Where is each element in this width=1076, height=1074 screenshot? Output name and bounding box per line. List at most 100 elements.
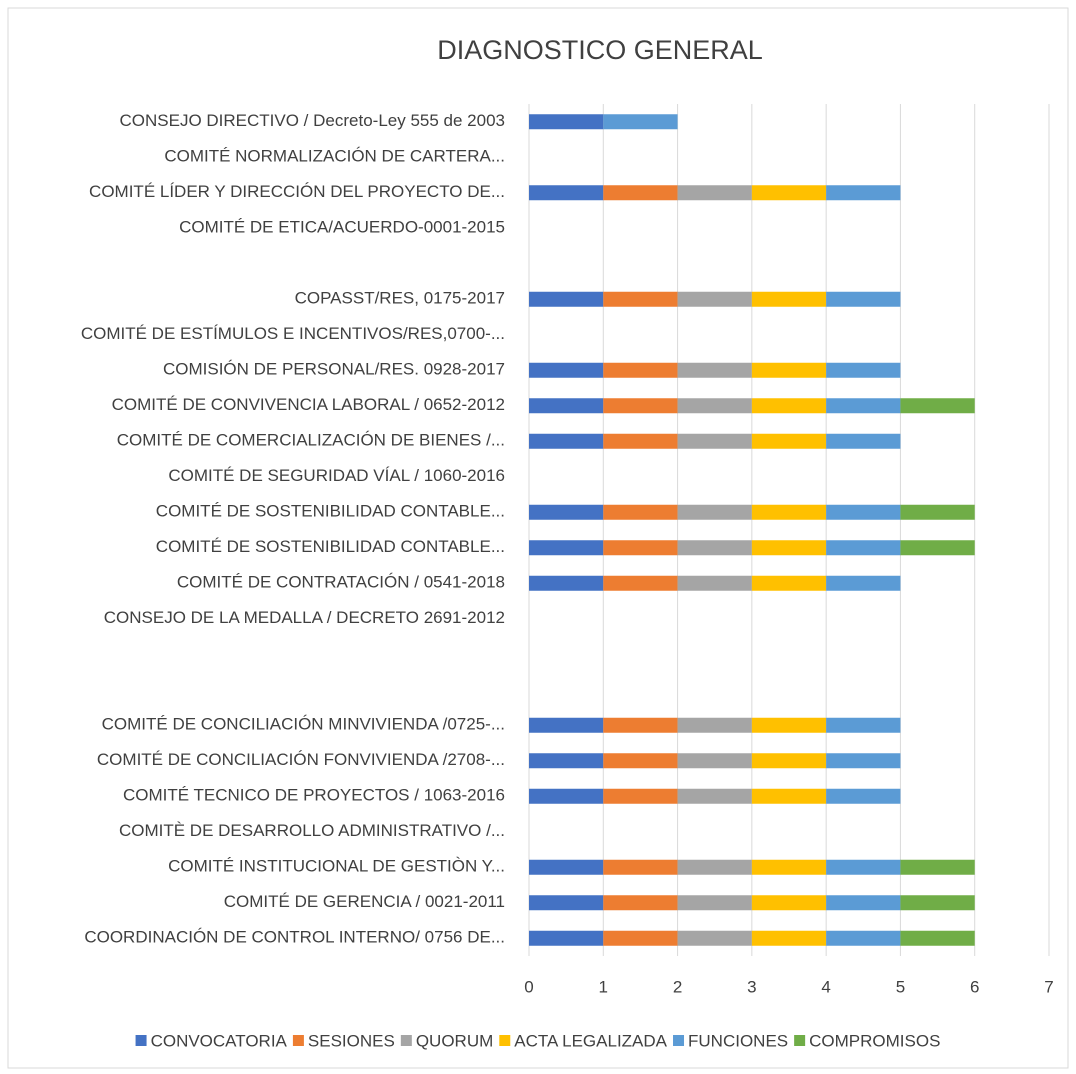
x-tick-label: 7 [1044,977,1053,996]
legend-label: COMPROMISOS [809,1031,940,1050]
bar-segment [826,753,901,769]
bar-segment [677,185,752,201]
x-tick-label: 1 [599,977,608,996]
bar-segment [529,291,604,307]
y-tick-label: COMITÉ DE SEGURIDAD VÍAL / 1060-2016 [168,466,505,485]
x-tick-label: 3 [747,977,756,996]
x-tick-label: 0 [524,977,533,996]
bar-segment [603,930,678,946]
bar-segment [826,575,901,591]
legend-label: CONVOCATORIA [151,1031,288,1050]
bar-segment [529,753,604,769]
x-tick-label: 4 [821,977,830,996]
bar-segment [603,540,678,556]
bar-segment [677,540,752,556]
y-tick-label: COMITÉ DE CONVIVENCIA LABORAL / 0652-201… [112,395,505,414]
bar-segment [751,540,827,556]
y-tick-label: COMITÉ DE CONTRATACIÓN / 0541-2018 [177,573,505,592]
bar-segment [677,575,752,591]
bar-segment [751,433,827,449]
bar-segment [603,859,678,875]
bar-segment [603,575,678,591]
bar-segment [677,788,752,804]
bar-segment [529,788,604,804]
x-tick-label: 6 [970,977,979,996]
bar-segment [677,753,752,769]
bar-segment [603,433,678,449]
bar-segment [826,895,901,911]
legend-swatch [400,1035,412,1046]
bar-segment [751,788,827,804]
bar-segment [751,895,827,911]
legend-swatch [135,1035,147,1046]
y-tick-label: COMITÉ DE ESTÍMULOS E INCENTIVOS/RES,070… [81,324,505,343]
bar-segment [751,398,827,414]
y-tick-label: COMISIÓN DE PERSONAL/RES. 0928-2017 [163,360,505,379]
bar-segment [751,717,827,733]
bar-segment [751,753,827,769]
bar-segment [751,362,827,378]
chart-border [7,7,1069,1069]
bar-segment [677,398,752,414]
bar-segment [900,930,975,946]
bar-segment [529,504,604,520]
y-tick-label: COMITÉ DE CONCILIACIÓN FONVIVIENDA /2708… [97,750,505,769]
bar-segment [529,859,604,875]
bar-segment [826,185,901,201]
bar-segment [826,717,901,733]
y-tick-label: COMITÉ DE CONCILIACIÓN MINVIVIENDA /0725… [102,715,505,734]
bar-segment [826,788,901,804]
bar-segment [529,895,604,911]
bar-segment [751,185,827,201]
legend-label: QUORUM [416,1031,493,1050]
bar-segment [603,717,678,733]
legend-label: ACTA LEGALIZADA [514,1031,667,1050]
bar-segment [603,185,678,201]
bar-segment [677,291,752,307]
bar-segment [529,362,604,378]
legend-label: SESIONES [308,1031,395,1050]
bar-segment [677,930,752,946]
bar-segment [826,930,901,946]
y-tick-label: CONSEJO DIRECTIVO / Decreto-Ley 555 de 2… [120,111,506,130]
legend-swatch [794,1035,806,1046]
bar-segment [677,895,752,911]
bar-segment [603,895,678,911]
bar-segment [529,398,604,414]
bar-segment [603,788,678,804]
y-tick-label: CONSEJO DE LA MEDALLA / DECRETO 2691-201… [104,608,505,627]
bar-segment [826,504,901,520]
bar-segment [826,398,901,414]
bar-segment [826,540,901,556]
bar-segment [900,540,975,556]
y-tick-label: COMITÉ INSTITUCIONAL DE GESTIÒN Y... [168,857,505,876]
bar-segment [677,859,752,875]
bar-segment [603,291,678,307]
bar-segment [529,540,604,556]
y-tick-label: COPASST/RES, 0175-2017 [295,289,505,308]
legend-swatch [292,1035,304,1046]
legend-swatch [673,1035,685,1046]
bar-segment [529,185,604,201]
chart-title: DIAGNOSTICO GENERAL [437,35,763,65]
x-tick-label: 5 [896,977,905,996]
bar-segment [900,398,975,414]
bar-segment [677,433,752,449]
bar-segment [826,859,901,875]
x-tick-label: 2 [673,977,682,996]
bar-segment [826,362,901,378]
y-tick-label: COMITÈ DE DESARROLLO ADMINISTRATIVO /... [119,821,505,840]
bar-segment [751,291,827,307]
y-tick-label: COMITÉ TECNICO DE PROYECTOS / 1063-2016 [123,786,505,805]
legend-swatch [499,1035,511,1046]
bar-segment [603,398,678,414]
bar-segment [751,504,827,520]
bar-segment [900,895,975,911]
y-tick-label: COMITÉ DE GERENCIA / 0021-2011 [224,892,505,911]
y-tick-label: COMITÉ DE SOSTENIBILIDAD CONTABLE... [156,502,505,521]
y-tick-label: COMITÉ LÍDER Y DIRECCIÓN DEL PROYECTO DE… [89,182,505,201]
legend-label: FUNCIONES [688,1031,788,1050]
bar-segment [529,114,604,130]
